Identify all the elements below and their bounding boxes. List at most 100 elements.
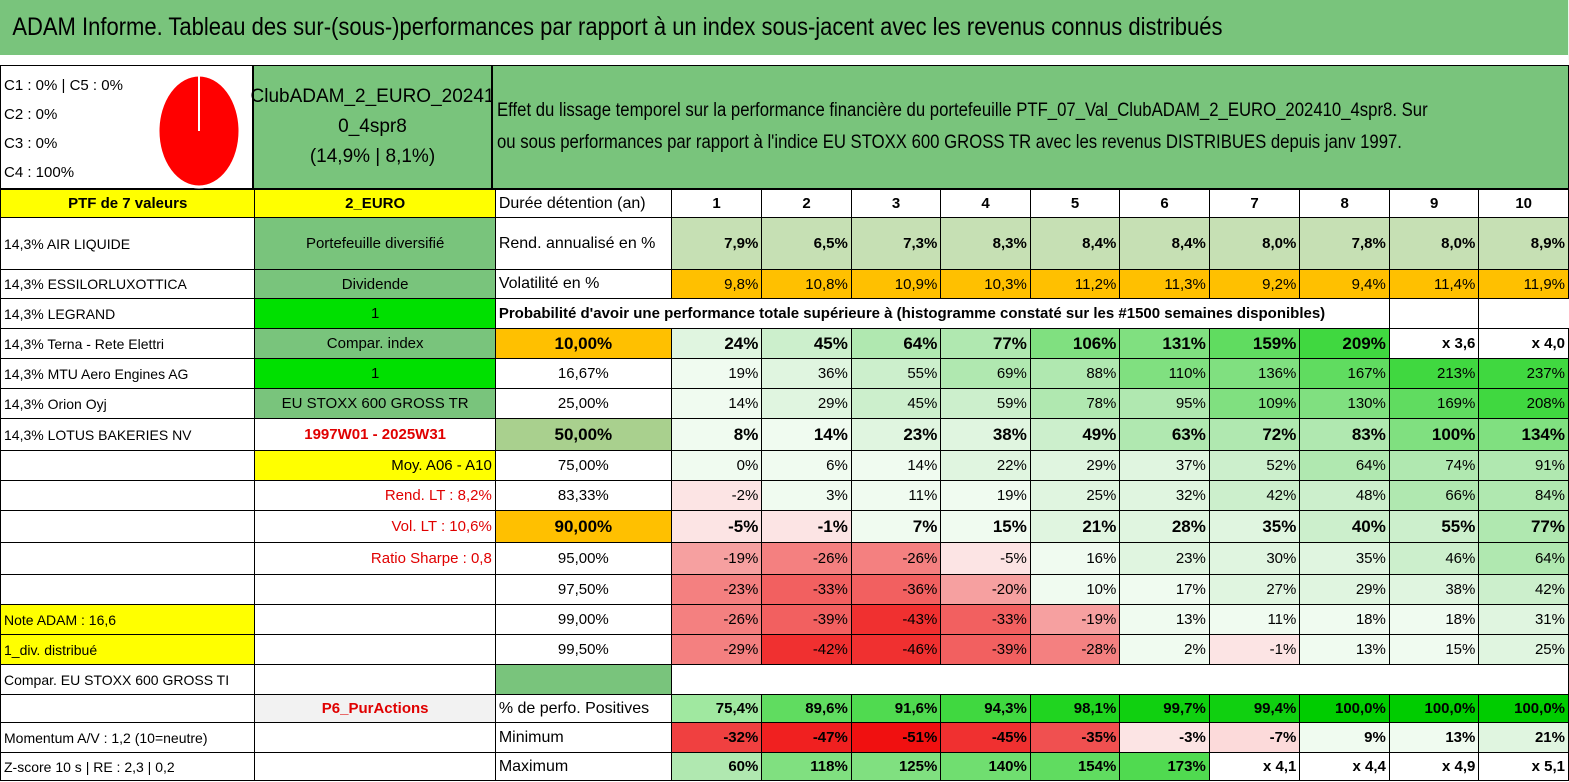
table-cell: 40%	[1299, 510, 1390, 543]
table-cell: 208%	[1478, 388, 1569, 419]
table-cell: 7,3%	[850, 217, 942, 270]
table-cell: -3%	[1119, 722, 1210, 753]
description-panel: Effet du lissage temporel sur la perform…	[492, 65, 1569, 189]
asset-class-pie-chart	[156, 73, 242, 189]
table-cell: 27%	[1208, 574, 1301, 605]
table-cell	[254, 634, 496, 665]
table-cell: 74%	[1388, 450, 1480, 481]
table-cell: Note ADAM : 16,6	[0, 604, 256, 635]
table-cell: 8,4%	[1119, 217, 1210, 270]
table-cell: 59%	[940, 388, 1031, 419]
description-text: Effet du lissage temporel sur la perform…	[497, 100, 1428, 153]
table-cell: Momentum A/V : 1,2 (10=neutre)	[0, 722, 256, 753]
table-cell: 38%	[1388, 574, 1480, 605]
table-cell: 91,6%	[850, 694, 942, 723]
table-cell: 45%	[761, 328, 852, 359]
table-cell: x 4,1	[1208, 752, 1301, 781]
table-cell: -23%	[670, 574, 763, 605]
table-cell	[0, 694, 256, 723]
table-cell: 159%	[1208, 328, 1301, 359]
table-cell: 10	[1478, 189, 1569, 218]
table-cell: 52%	[1208, 450, 1301, 481]
report-header: C1 : 0% | C5 : 0% C2 : 0% C3 : 0% C4 : 1…	[0, 65, 1569, 189]
table-cell: 24%	[670, 328, 763, 359]
table-cell: -33%	[940, 604, 1031, 635]
table-cell: 9	[1388, 189, 1480, 218]
table-cell: Portefeuille diversifié	[254, 217, 496, 270]
table-cell: 55%	[850, 358, 942, 389]
table-cell: 4	[940, 189, 1031, 218]
table-cell: -33%	[761, 574, 852, 605]
table-cell	[254, 664, 496, 695]
table-cell: 2	[761, 189, 852, 218]
table-cell: x 4,0	[1478, 328, 1569, 359]
table-cell: 18%	[1299, 604, 1390, 635]
table-cell: 49%	[1029, 418, 1121, 451]
table-cell: -26%	[761, 542, 852, 575]
table-cell: 6%	[761, 450, 852, 481]
table-cell: 14,3% Terna - Rete Elettri	[0, 328, 256, 359]
table-cell: 213%	[1388, 358, 1480, 389]
table-cell: 8,0%	[1208, 217, 1301, 270]
table-cell: Maximum	[494, 752, 672, 781]
table-cell: -39%	[761, 604, 852, 635]
table-cell: 46%	[1388, 542, 1480, 575]
table-cell: 8	[1299, 189, 1390, 218]
table-cell: Durée détention (an)	[494, 189, 672, 218]
table-row: Compar. EU STOXX 600 GROSS TI	[0, 664, 1569, 695]
table-cell	[0, 480, 256, 511]
table-cell: 8,0%	[1388, 217, 1480, 270]
table-cell	[0, 510, 256, 543]
table-row: 14,3% Orion Oyj EU STOXX 600 GROSS TR 25,0…	[0, 388, 1569, 419]
table-cell: 63%	[1119, 418, 1210, 451]
table-cell: 95,00%	[494, 542, 672, 575]
table-cell: 10,8%	[761, 269, 852, 299]
table-cell: 19%	[670, 358, 763, 389]
table-cell: -28%	[1029, 634, 1121, 665]
table-row: Z-score 10 s | RE : 2,3 | 0,2 Maximum 60% 1…	[0, 752, 1569, 781]
table-cell: 1	[670, 189, 763, 218]
table-cell: 14,3% LOTUS BAKERIES NV	[0, 418, 256, 451]
table-cell: 9%	[1299, 722, 1390, 753]
table-cell: Minimum	[494, 722, 672, 753]
table-cell: -46%	[850, 634, 942, 665]
table-cell: -26%	[670, 604, 763, 635]
table-cell: 167%	[1299, 358, 1390, 389]
table-row: Note ADAM : 16,6 99,00% -26% -39% -43% -33% -1…	[0, 604, 1569, 635]
table-cell: 29%	[1029, 450, 1121, 481]
table-cell	[254, 722, 496, 753]
table-cell: 100%	[1388, 418, 1480, 451]
portfolio-name-panel: ClubADAM_2_EURO_20241 0_4spr8 (14,9% | 8…	[251, 65, 494, 189]
table-row: 1_div. distribué 99,50% -29% -42% -46% -39% -2…	[0, 634, 1569, 665]
table-cell: 77%	[1478, 510, 1569, 543]
table-cell: -32%	[670, 722, 763, 753]
table-cell: 31%	[1478, 604, 1569, 635]
table-cell: Rend. annualisé en %	[494, 217, 672, 270]
table-cell: 15%	[1388, 634, 1480, 665]
table-cell: 11,9%	[1478, 269, 1569, 299]
table-cell: 90,00%	[494, 510, 672, 543]
table-cell: 1_div. distribué	[0, 634, 256, 665]
table-cell: 50,00%	[494, 418, 672, 451]
table-cell: -29%	[670, 634, 763, 665]
table-cell: 7	[1208, 189, 1301, 218]
table-cell: Probabilité d'avoir une performance tota…	[494, 298, 1390, 329]
table-cell: 25%	[1478, 634, 1569, 665]
table-cell: 21%	[1029, 510, 1121, 543]
table-cell: 60%	[670, 752, 763, 781]
table-cell: -1%	[1208, 634, 1301, 665]
table-cell: 154%	[1029, 752, 1121, 781]
table-cell: x 4,9	[1388, 752, 1480, 781]
table-cell: 100,0%	[1478, 694, 1569, 723]
table-cell: Compar. index	[254, 328, 496, 359]
table-cell: 35%	[1299, 542, 1390, 575]
table-cell: 169%	[1388, 388, 1480, 419]
table-cell: 7,9%	[670, 217, 763, 270]
table-cell: 14,3% LEGRAND	[0, 298, 256, 329]
table-cell: 14,3% Orion Oyj	[0, 388, 256, 419]
asset-class-line: C2 : 0%	[4, 106, 58, 123]
table-cell: 98,1%	[1029, 694, 1121, 723]
table-cell: 29%	[1299, 574, 1390, 605]
table-cell: 173%	[1119, 752, 1210, 781]
table-cell: 64%	[850, 328, 942, 359]
